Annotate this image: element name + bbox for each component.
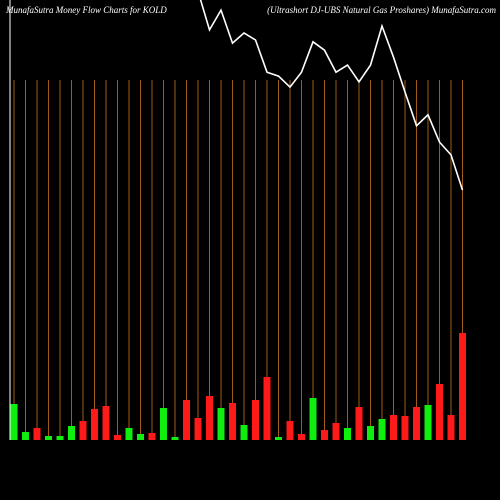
bar	[390, 415, 397, 440]
bar	[183, 400, 190, 440]
bar	[355, 407, 363, 440]
bar	[229, 403, 236, 440]
bar	[10, 404, 18, 440]
bar	[217, 408, 225, 440]
bar	[33, 428, 41, 440]
bar	[102, 406, 110, 440]
bar	[344, 428, 351, 440]
bar	[194, 418, 202, 440]
bar	[401, 416, 409, 440]
bar	[252, 400, 259, 440]
bar	[424, 405, 432, 440]
bar	[321, 430, 328, 440]
chart-title: MunafaSutra Money Flow Charts for KOLD	[5, 5, 167, 15]
bar	[309, 398, 317, 440]
bar	[125, 428, 133, 440]
bar	[160, 408, 167, 440]
bar	[263, 377, 271, 440]
bar	[286, 421, 294, 440]
bar	[436, 384, 443, 440]
bar	[298, 434, 305, 440]
bar	[79, 421, 87, 440]
bar	[447, 415, 455, 440]
bar	[459, 333, 466, 440]
bar	[68, 426, 75, 440]
bar	[22, 432, 29, 440]
bar	[91, 409, 98, 440]
bar	[275, 437, 282, 440]
bar	[206, 396, 213, 440]
bar	[114, 435, 121, 440]
bar	[413, 407, 420, 440]
bar	[171, 437, 179, 440]
bar	[367, 426, 374, 440]
bar	[56, 436, 64, 440]
bar	[240, 425, 248, 440]
chart-subtitle: (Ultrashort DJ-UBS Natural Gas Proshares…	[267, 5, 496, 15]
bar	[332, 423, 340, 440]
bar	[45, 436, 52, 440]
price-line	[199, 0, 464, 191]
bar	[137, 434, 144, 440]
bar	[148, 433, 156, 440]
bar	[378, 419, 386, 440]
